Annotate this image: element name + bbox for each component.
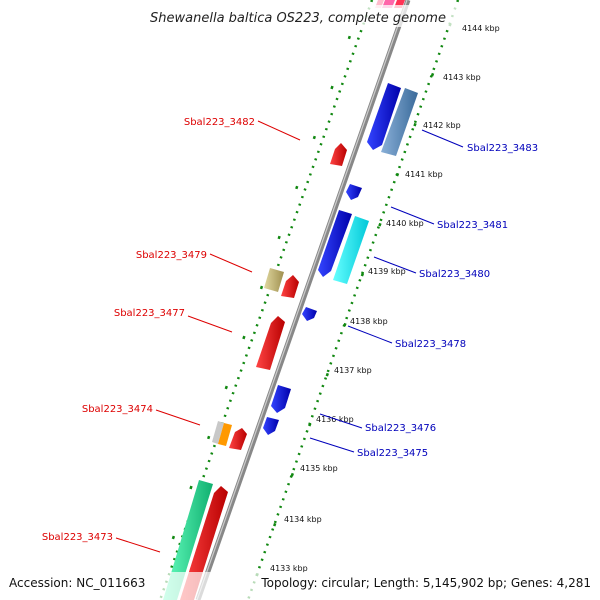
gene-label-sbal223-3475[interactable]: Sbal223_3475 [357,448,428,459]
footer-backdrop [0,572,600,600]
tick-label: 4134 kbp [284,515,322,524]
tick-label: 4137 kbp [334,366,372,375]
forward-genes [163,0,405,600]
map-title: Shewanella baltica OS223, complete genom… [150,11,446,26]
gene-label-sbal223-3479[interactable]: Sbal223_3479 [136,250,207,261]
gene-sbal223-3473[interactable] [163,480,213,600]
genome-backbone [195,0,411,600]
kbp-labels: 4144 kbp 4143 kbp 4142 kbp 4141 kbp 4140… [270,24,500,573]
gene-label-sbal223-3474[interactable]: Sbal223_3474 [82,404,153,415]
gene-orange[interactable] [218,423,232,446]
gene-sbal223-3476[interactable] [271,385,291,413]
gene-label-sbal223-3477[interactable]: Sbal223_3477 [114,308,185,319]
gene-red-3474b[interactable] [229,428,247,450]
gene-sbal223-3482[interactable] [330,143,347,166]
gene-red-3473b[interactable] [180,486,228,600]
right-leaders [309,129,464,453]
tick-label: 4143 kbp [443,73,481,82]
gene-red-3479b[interactable] [281,275,299,298]
tick-label: 4138 kbp [350,317,388,326]
gene-label-sbal223-3483[interactable]: Sbal223_3483 [467,143,538,154]
tick-label: 4144 kbp [462,24,500,33]
tick-label: 4139 kbp [368,267,406,276]
topology-summary: Topology: circular; Length: 5,145,902 bp… [260,576,591,590]
genome-backbone-highlight [196,0,408,600]
gene-sbal223-3477[interactable] [256,316,285,370]
tick-label: 4141 kbp [405,170,443,179]
gene-sbal223-3474[interactable] [212,421,224,444]
gene-label-sbal223-3482[interactable]: Sbal223_3482 [184,117,255,128]
reverse-genes [263,83,418,435]
gene-blue-3480a[interactable] [318,210,352,277]
gene-sbal223-3481[interactable] [346,184,362,200]
accession-text: Accession: NC_011663 [9,576,145,590]
gene-sbal223-3480[interactable] [333,216,369,284]
gene-label-sbal223-3476[interactable]: Sbal223_3476 [365,423,436,434]
tick-label: 4136 kbp [316,415,354,424]
title-backdrop [140,5,458,27]
gene-sbal223-3475[interactable] [263,417,279,435]
tick-label: 4135 kbp [300,464,338,473]
left-gene-labels: Sbal223_3482 Sbal223_3479 Sbal223_3477 S… [42,117,255,543]
inner-dotted-track [246,0,460,600]
tick-label: 4142 kbp [423,121,461,130]
gene-blue-3483a[interactable] [367,83,401,150]
right-gene-labels: Sbal223_3483 Sbal223_3481 Sbal223_3480 S… [357,143,538,459]
tick-label: 4133 kbp [270,564,308,573]
gene-sbal223-3483[interactable] [381,88,418,156]
tick-label: 4140 kbp [386,219,424,228]
gene-sbal223-3478[interactable] [302,307,317,321]
left-leaders [115,120,301,553]
gene-label-sbal223-3480[interactable]: Sbal223_3480 [419,269,490,280]
gene-label-sbal223-3473[interactable]: Sbal223_3473 [42,532,113,543]
gene-label-sbal223-3478[interactable]: Sbal223_3478 [395,339,466,350]
gene-sbal223-3479[interactable] [264,268,284,292]
gene-label-sbal223-3481[interactable]: Sbal223_3481 [437,220,508,231]
outer-track-ticks [171,35,351,540]
